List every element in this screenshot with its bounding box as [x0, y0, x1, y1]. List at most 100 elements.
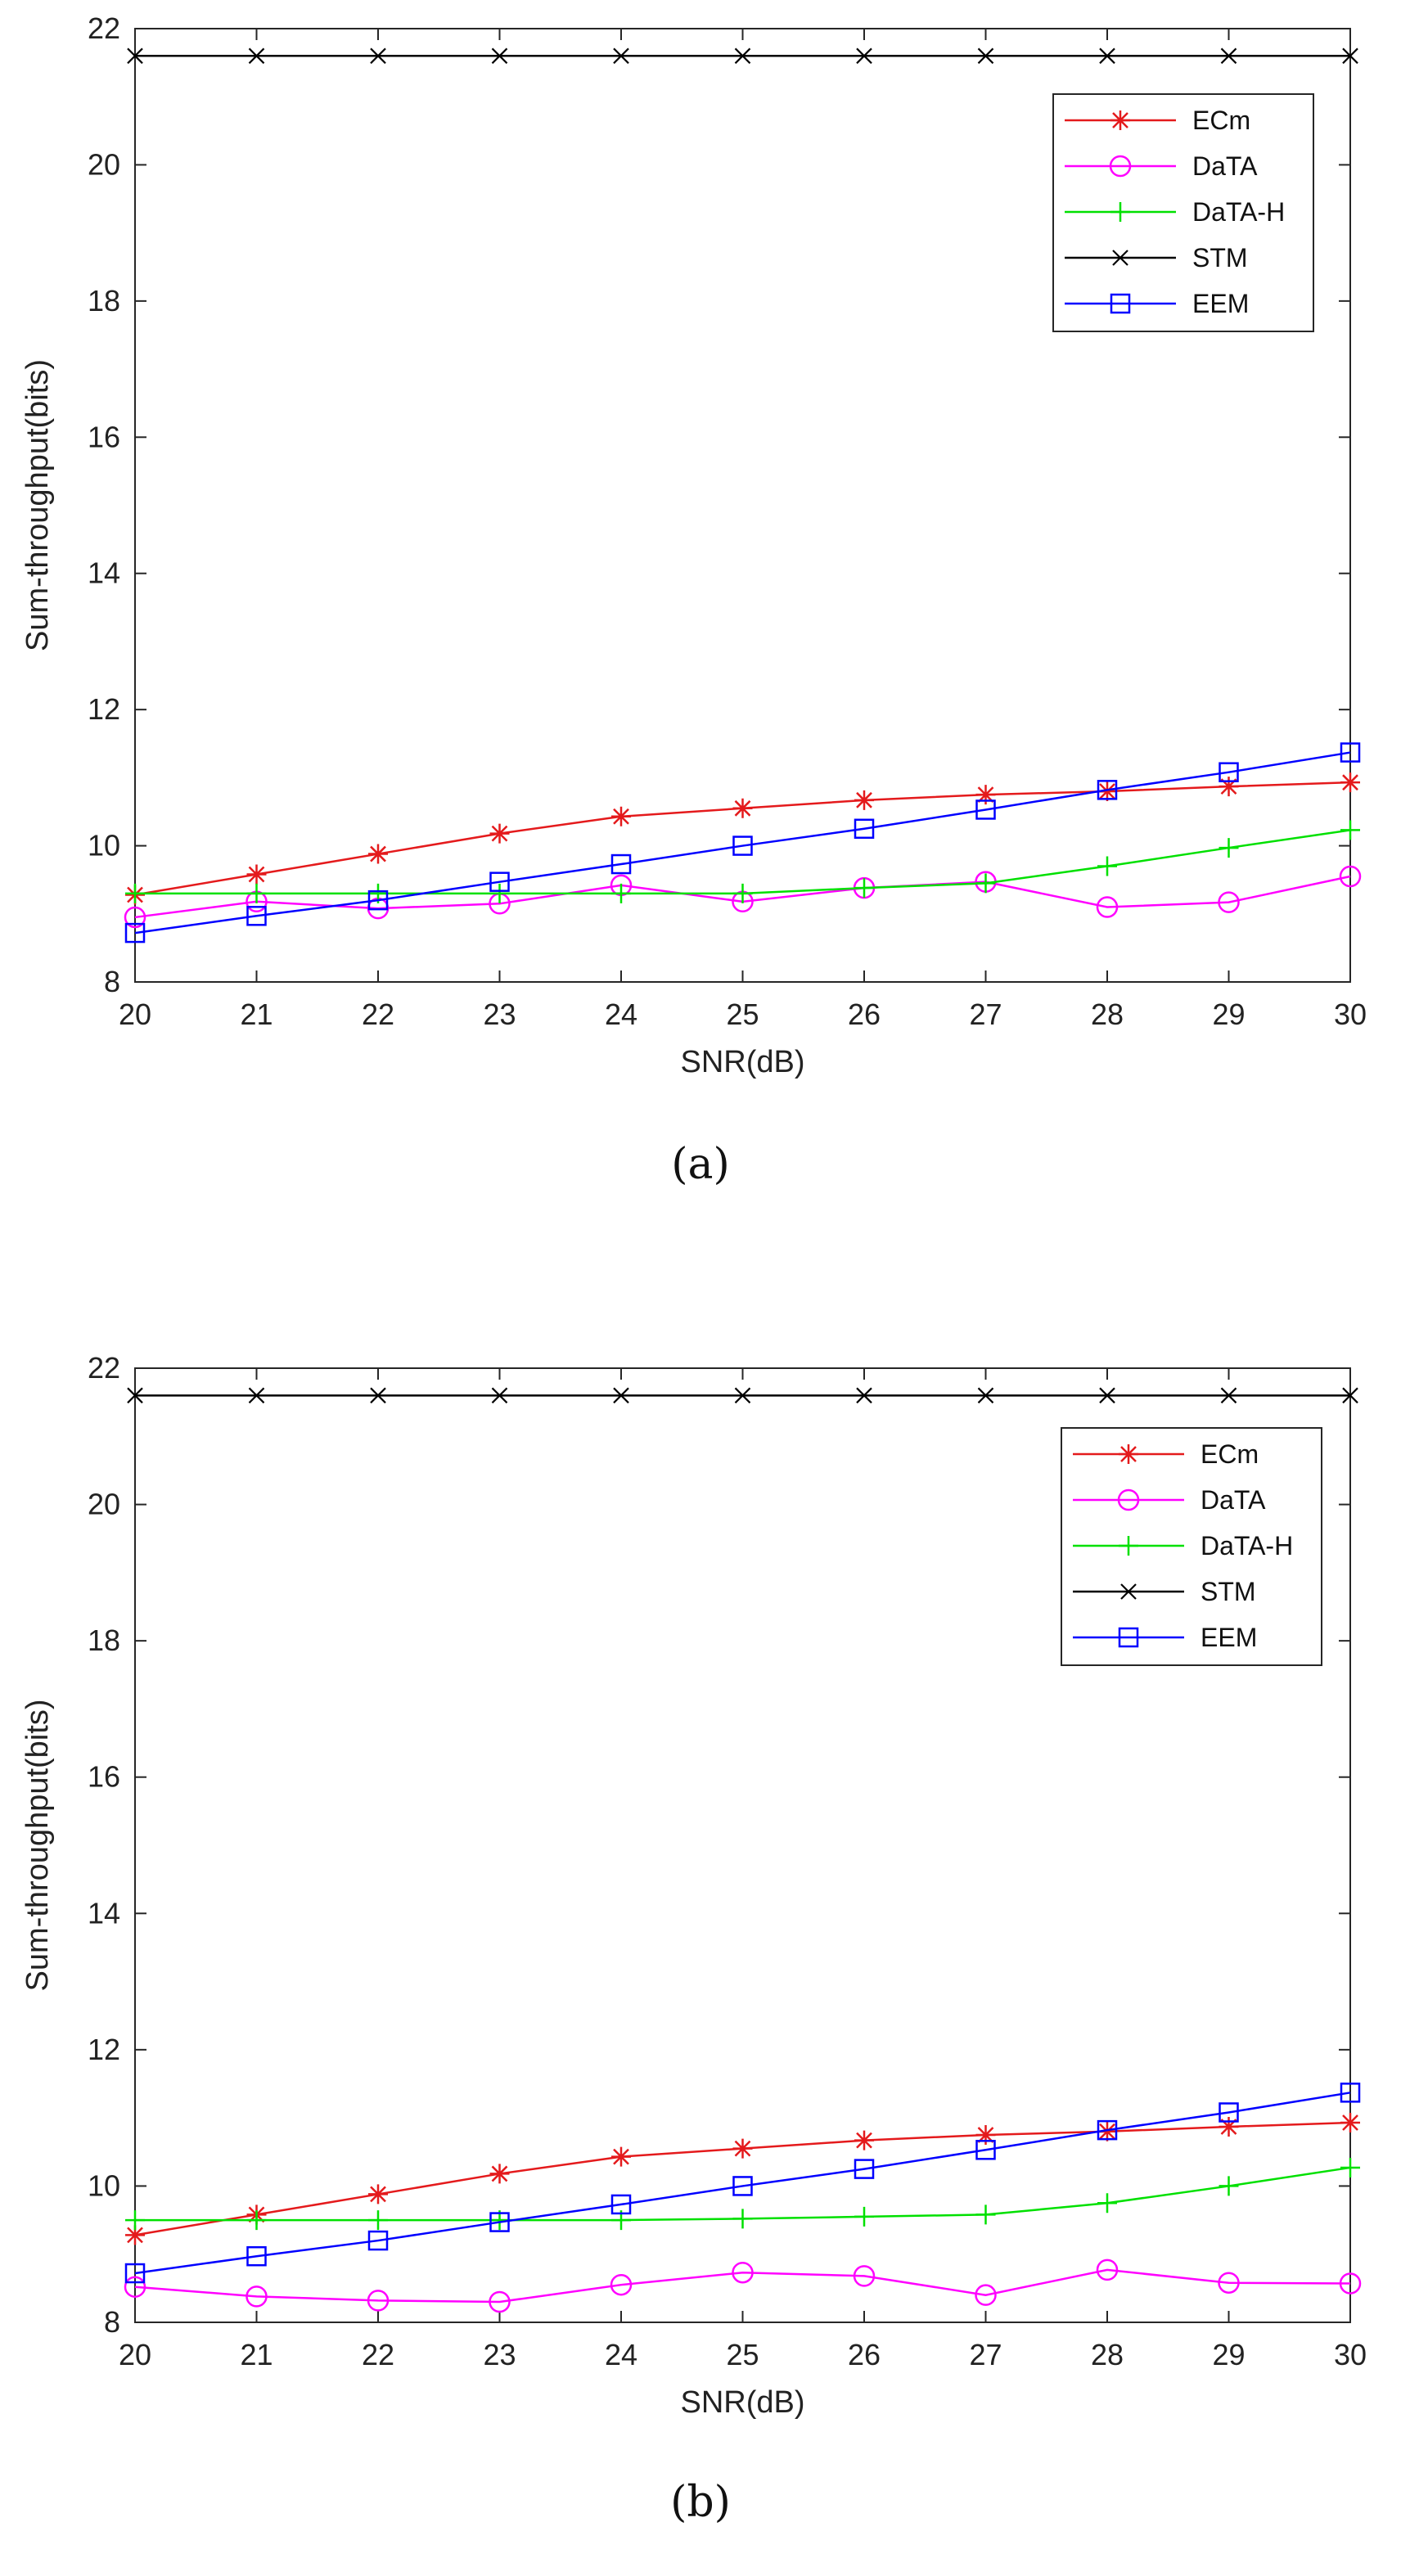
data-point [1097, 781, 1117, 801]
x-tick-label: 30 [1334, 998, 1367, 1031]
data-point [1219, 2102, 1239, 2123]
data-point [489, 2212, 510, 2232]
data-point [853, 2265, 876, 2287]
data-point [975, 2124, 996, 2145]
data-point [1340, 820, 1360, 840]
data-point [732, 883, 753, 903]
legend-label: DaTA [1201, 1485, 1266, 1515]
legend-label: ECm [1192, 106, 1250, 135]
data-point [370, 47, 386, 65]
data-point [368, 2184, 388, 2204]
data-point [1340, 742, 1361, 763]
data-point [491, 47, 508, 65]
series-ecm [125, 2112, 1360, 2245]
data-point [127, 1387, 143, 1404]
x-tick-label: 24 [605, 2338, 637, 2371]
data-point [975, 2140, 996, 2160]
data-point [975, 2204, 996, 2225]
legend-label: EEM [1192, 289, 1249, 318]
legend-marker [1109, 155, 1132, 178]
y-tick-label: 8 [104, 965, 120, 998]
data-point [1339, 2272, 1362, 2295]
x-tick-label: 20 [119, 2338, 151, 2371]
x-tick-label: 25 [726, 998, 759, 1031]
series-stm [127, 1387, 1358, 1404]
data-point [368, 2210, 388, 2231]
data-point [1219, 2176, 1239, 2196]
legend-marker [1110, 293, 1131, 314]
data-point [1096, 2259, 1119, 2281]
data-point [489, 871, 510, 892]
data-point [734, 47, 751, 65]
legend-marker [1119, 1444, 1138, 1464]
legend: ECm DaTA DaTA-H STM EEM [1052, 93, 1314, 332]
x-tick-label: 29 [1212, 2338, 1245, 2371]
data-point [854, 878, 874, 898]
data-point [1099, 47, 1115, 65]
data-point [246, 2210, 267, 2231]
y-tick-label: 10 [88, 2168, 120, 2202]
data-point [1342, 47, 1358, 65]
data-point [975, 799, 996, 820]
x-tick-label: 29 [1212, 998, 1245, 1031]
x-tick-label: 28 [1091, 998, 1124, 1031]
y-tick-label: 8 [104, 2305, 120, 2339]
data-point [854, 2206, 874, 2227]
data-point [613, 47, 629, 65]
data-point [1097, 2121, 1117, 2141]
legend-marker [1117, 1488, 1140, 1511]
data-point [1219, 777, 1239, 797]
data-point [489, 823, 510, 844]
series-line [134, 751, 1351, 934]
data-point [1097, 2193, 1117, 2213]
data-point [977, 47, 994, 65]
data-point [1340, 2083, 1361, 2103]
x-tick-label: 22 [362, 2338, 394, 2371]
legend-label: DaTA-H [1192, 197, 1285, 227]
legend-label: STM [1192, 243, 1248, 272]
y-tick-label: 12 [88, 2033, 120, 2066]
series-line [134, 2092, 1351, 2275]
data-point [125, 883, 145, 903]
data-point [611, 806, 631, 826]
x-tick-label: 28 [1091, 2338, 1124, 2371]
data-point [367, 2230, 389, 2251]
data-point [854, 2159, 875, 2179]
data-point [1342, 1387, 1358, 1404]
data-point [1219, 2116, 1239, 2137]
legend-label: DaTA [1192, 151, 1258, 181]
data-point [1096, 896, 1119, 918]
y-tick-label: 18 [88, 284, 120, 317]
data-point [246, 2286, 268, 2308]
data-point [610, 2194, 632, 2215]
x-tick-label: 21 [240, 998, 273, 1031]
y-tick-label: 20 [88, 147, 120, 181]
y-tick-label: 20 [88, 1488, 120, 1521]
data-point [613, 1387, 629, 1404]
series-eem [124, 742, 1361, 943]
x-tick-label: 21 [240, 2338, 273, 2371]
data-point [246, 2245, 267, 2267]
data-point [1219, 762, 1239, 782]
series-line [134, 2268, 1351, 2304]
legend-marker [1112, 250, 1128, 266]
data-point [977, 1387, 994, 1404]
y-tick-label: 22 [88, 1351, 120, 1385]
legend-label: DaTA-H [1201, 1531, 1293, 1560]
series-data-h [125, 2157, 1360, 2231]
chart-b: 20 21 22 23 24 25 26 27 28 29 30 8 10 12 14 16 18 20 22 SNR… [20, 1351, 1367, 2527]
data-point [732, 798, 753, 818]
x-tick-label: 23 [483, 998, 516, 1031]
data-point [1220, 1387, 1237, 1404]
data-point [975, 2284, 997, 2306]
data-point [370, 1387, 386, 1404]
data-point [489, 2290, 511, 2313]
x-tick-label: 20 [119, 998, 151, 1031]
y-tick-label: 16 [88, 1760, 120, 1794]
data-point [124, 906, 146, 929]
x-tick-label: 27 [969, 998, 1002, 1031]
data-point [1219, 838, 1239, 858]
data-point [489, 883, 510, 903]
data-point [124, 922, 146, 943]
data-point [246, 906, 267, 926]
